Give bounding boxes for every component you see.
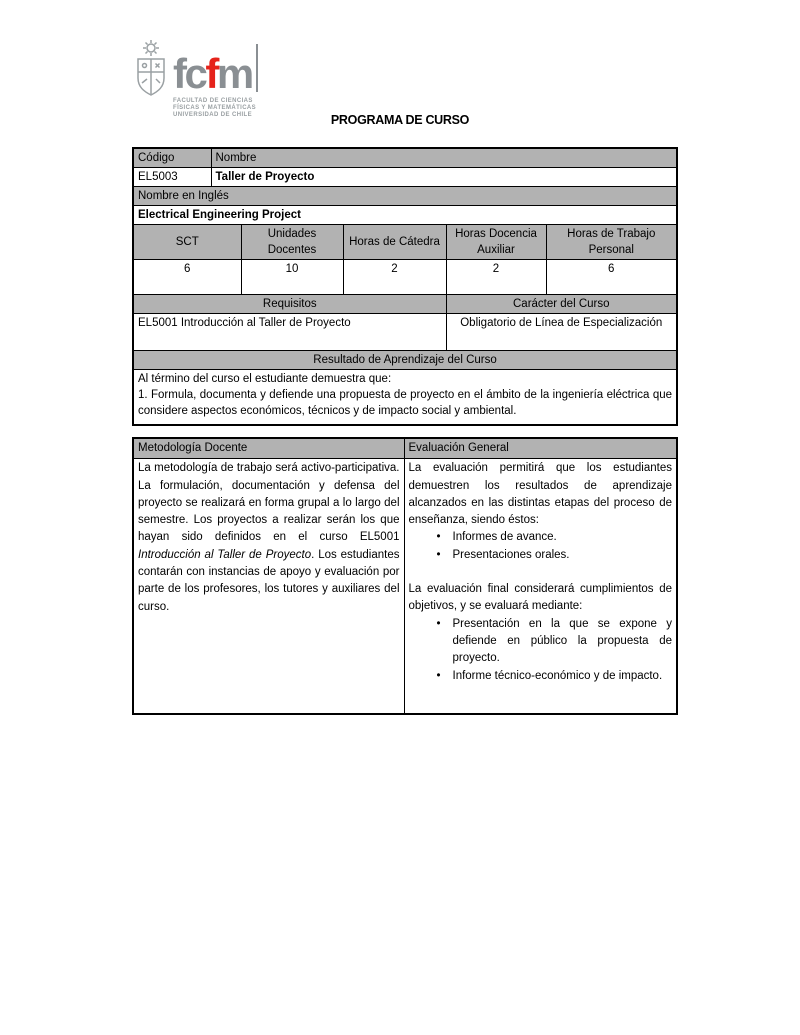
evaluacion-final-bullet-1: Presentación en la que se expone y defie…: [452, 617, 673, 665]
resultado-item: 1. Formula, documenta y defiende una pro…: [138, 389, 673, 417]
fcfm-vertical-bar: [255, 44, 258, 92]
sct-value: 6: [132, 259, 242, 295]
logo-caption: FACULTAD DE CIENCIAS FÍSICAS Y MATEMÁTIC…: [173, 98, 258, 119]
list-item: Presentación en la que se expone y defie…: [409, 616, 673, 668]
resultado-header: Resultado de Aprendizaje del Curso: [132, 350, 678, 370]
unidades-docentes-header: Unidades Docentes: [240, 224, 344, 260]
unidades-docentes-value: 10: [240, 259, 344, 295]
caracter-value: Obligatorio de Línea de Especialización: [445, 313, 678, 351]
evaluacion-header: Evaluación General: [403, 437, 678, 460]
horas-docencia-value: 2: [445, 259, 547, 295]
requisitos-header: Requisitos: [132, 294, 447, 314]
horas-trabajo-header: Horas de Trabajo Personal: [545, 224, 678, 260]
metodologia-text-after: . Los estudiantes contarán con instancia…: [138, 548, 400, 613]
nombre-ingles-value: Electrical Engineering Project: [132, 205, 678, 225]
nombre-value: Taller de Proyecto: [210, 167, 678, 187]
horas-catedra-value: 2: [342, 259, 447, 295]
metodologia-text: La metodología de trabajo será activo-pa…: [138, 460, 400, 616]
horas-catedra-header: Horas de Cátedra: [342, 224, 447, 260]
resultado-intro: Al término del curso el estudiante demue…: [138, 373, 392, 385]
fcfm-text-m: m: [216, 50, 254, 97]
logo-caption-line2: FÍSICAS Y MATEMÁTICAS: [173, 105, 257, 111]
fcfm-text-f-red: f: [205, 50, 219, 97]
fcfm-logotype: fc f m FACULTAD DE CIENCIAS FÍSICAS Y MATE…: [173, 38, 258, 119]
horas-docencia-header: Horas Docencia Auxiliar: [445, 224, 547, 260]
horas-trabajo-value: 6: [545, 259, 678, 295]
metodologia-text-italic: Introducción al Taller de Proyecto: [138, 548, 312, 561]
list-item: Informes de avance.: [409, 529, 673, 546]
metodologia-cell: La metodología de trabajo será activo-pa…: [132, 458, 405, 715]
metodologia-text-before: La metodología de trabajo será activo-pa…: [138, 462, 400, 544]
evaluacion-intro: La evaluación permitirá que los estudian…: [408, 462, 673, 527]
sct-header: SCT: [132, 224, 242, 260]
fcfm-logo: fc f m FACULTAD DE CIENCIAS FÍSICAS Y MATE…: [134, 38, 258, 119]
caracter-header: Carácter del Curso: [445, 294, 678, 314]
list-item: Informe técnico-económico y de impacto.: [409, 668, 673, 685]
logo-caption-line1: FACULTAD DE CIENCIAS: [173, 98, 253, 104]
evaluacion-cell: La evaluación permitirá que los estudian…: [403, 458, 678, 715]
metodologia-header: Metodología Docente: [132, 437, 405, 460]
requisitos-value: EL5001 Introducción al Taller de Proyect…: [132, 313, 447, 351]
methodology-evaluation-table: Metodología Docente Evaluación General L…: [132, 437, 678, 715]
fcfm-text-fc: fc: [173, 50, 208, 97]
page-title: PROGRAMA DE CURSO: [330, 113, 470, 127]
evaluacion-final-bullet-2: Informe técnico-económico y de impacto.: [452, 669, 663, 682]
evaluacion-bullet-2: Presentaciones orales.: [452, 548, 570, 561]
evaluacion-bullet-1: Informes de avance.: [452, 531, 557, 544]
codigo-header: Código: [132, 147, 212, 168]
nombre-header: Nombre: [210, 147, 678, 168]
logo-caption-line3: UNIVERSIDAD DE CHILE: [173, 112, 253, 118]
university-crest-icon: [134, 40, 168, 105]
resultado-cell: Al término del curso el estudiante demue…: [132, 369, 678, 425]
list-item: Presentaciones orales.: [409, 547, 673, 564]
nombre-ingles-header: Nombre en Inglés: [132, 186, 678, 206]
course-info-table: Código Nombre EL5003 Taller de Proyecto …: [132, 147, 679, 426]
evaluacion-final-intro: La evaluación final considerará cumplimi…: [408, 583, 673, 613]
codigo-value: EL5003: [132, 167, 212, 187]
